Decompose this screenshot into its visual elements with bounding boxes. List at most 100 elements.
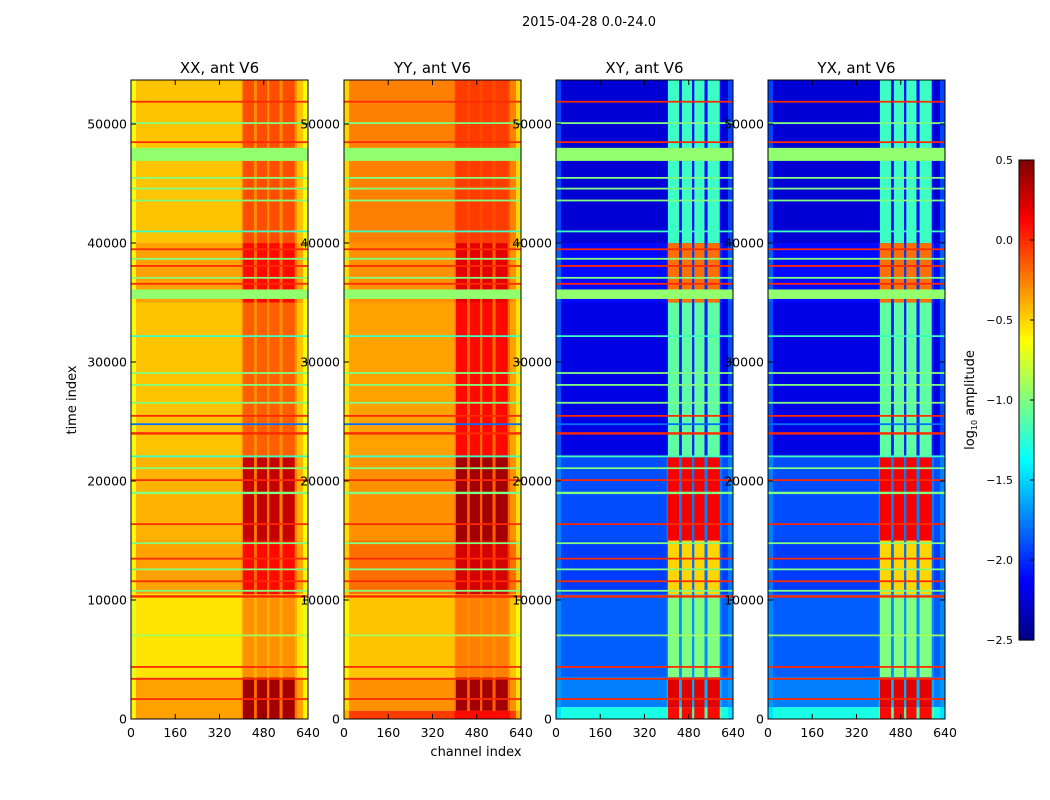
heatmap-rfi-block — [694, 80, 705, 244]
heatmap-rfi-block — [482, 457, 493, 541]
colorbar-tick-label: 0.5 — [996, 154, 1014, 167]
flagged-time-band — [131, 595, 308, 598]
colorbar-segment — [1019, 524, 1034, 529]
flagged-time-band — [768, 230, 945, 233]
flagged-time-band — [556, 187, 733, 190]
flagged-time-band — [556, 595, 733, 598]
y-axis-label: time index — [65, 365, 80, 434]
heatmap-rfi-block — [906, 707, 917, 719]
colorbar-segment — [1019, 284, 1034, 289]
colorbar-segment — [1019, 512, 1034, 517]
colorbar-segment — [1019, 244, 1034, 249]
flagged-time-band — [768, 595, 945, 598]
colorbar-segment — [1019, 180, 1034, 185]
flagged-time-band — [344, 423, 521, 426]
y-tick-label: 20000 — [300, 474, 340, 489]
flagged-time-band — [556, 479, 733, 482]
heatmap-edge-cells — [303, 302, 308, 458]
x-axis-label: channel index — [430, 745, 521, 760]
heatmap-edge-cells — [344, 243, 349, 303]
colorbar-segment — [1019, 184, 1034, 189]
colorbar-segment — [1019, 516, 1034, 521]
flagged-time-band — [556, 557, 733, 560]
y-tick-label: 20000 — [512, 474, 552, 489]
heatmap-edge-cells — [768, 677, 773, 708]
flagged-time-band — [556, 491, 733, 495]
flagged-time-band — [131, 100, 308, 103]
flagged-time-band — [344, 432, 521, 435]
flagged-time-band — [768, 698, 945, 700]
colorbar-segment — [1019, 412, 1034, 417]
flagged-time-band — [768, 282, 945, 285]
flagged-time-band — [131, 265, 308, 267]
heatmap-rfi-block — [694, 302, 705, 458]
flagged-time-band — [556, 265, 733, 267]
colorbar-segment — [1019, 436, 1034, 441]
flagged-time-band — [131, 384, 308, 386]
flagged-time-band — [768, 289, 945, 299]
colorbar-segment — [1019, 532, 1034, 537]
heatmap-edge-cells — [516, 243, 521, 303]
flagged-time-band — [768, 199, 945, 202]
colorbar-segment — [1019, 380, 1034, 385]
x-tick-label: 320 — [208, 725, 232, 740]
heatmap-edge-cells — [940, 302, 945, 458]
colorbar-segment — [1019, 344, 1034, 349]
flagged-time-band — [131, 479, 308, 482]
flagged-time-band — [344, 248, 521, 251]
heatmap-edge-cells — [768, 707, 773, 719]
colorbar-tick-label: −2.0 — [986, 554, 1013, 567]
colorbar-segment — [1019, 456, 1034, 461]
colorbar-segment — [1019, 476, 1034, 481]
colorbar-label: log10 amplitude — [963, 350, 979, 450]
colorbar-segment — [1019, 440, 1034, 445]
heatmap-edge-cells — [131, 80, 136, 244]
x-tick-label: 320 — [845, 725, 869, 740]
y-tick-label: 10000 — [300, 593, 340, 608]
flagged-time-band — [344, 414, 521, 417]
heatmap-rfi-block — [469, 302, 481, 458]
flagged-time-band — [131, 414, 308, 417]
colorbar-tick-label: −0.5 — [986, 314, 1013, 327]
y-tick-label: 40000 — [512, 236, 552, 251]
heatmap-rfi-block — [456, 677, 468, 711]
heatmap-rfi-block — [694, 457, 705, 541]
heatmap-rfi-block — [919, 540, 932, 595]
heatmap-rfi-block — [482, 540, 493, 595]
colorbar-segment — [1019, 364, 1034, 369]
colorbar-segment — [1019, 632, 1034, 637]
panels: XX, ant V6 0 160 320 480 640 0 10000 20000 30000 4… — [87, 59, 957, 740]
flagged-time-band — [344, 147, 521, 161]
flagged-time-band — [768, 467, 945, 470]
flagged-time-band — [768, 589, 945, 592]
colorbar-segment — [1019, 252, 1034, 257]
colorbar-segment — [1019, 448, 1034, 453]
flagged-time-band — [556, 248, 733, 251]
y-tick-label: 10000 — [87, 593, 127, 608]
flagged-time-band — [768, 147, 945, 161]
heatmap-edge-cells — [344, 302, 349, 458]
flagged-time-band — [768, 523, 945, 526]
colorbar-segment — [1019, 220, 1034, 225]
heatmap-rfi-block — [456, 457, 468, 541]
flagged-time-band — [768, 100, 945, 103]
heatmap-rfi-block — [256, 243, 268, 303]
heatmap-edge-cells — [768, 243, 773, 303]
heatmap-section — [768, 707, 945, 719]
heatmap-rfi-block — [681, 540, 693, 595]
heatmap-edge-cells — [303, 540, 308, 595]
flagged-time-band — [344, 372, 521, 374]
heatmap-edge-cells — [131, 457, 136, 541]
flagged-time-band — [768, 401, 945, 404]
colorbar-segment — [1019, 580, 1034, 585]
heatmap-edge-cells — [728, 243, 733, 303]
panel-title: XY, ant V6 — [605, 59, 683, 77]
heatmap-rfi-block — [906, 302, 917, 458]
colorbar-tick-label: −1.5 — [986, 474, 1013, 487]
colorbar-segment — [1019, 488, 1034, 493]
heatmap-rfi-block — [243, 243, 255, 303]
heatmap-edge-cells — [556, 540, 561, 595]
colorbar-segment — [1019, 216, 1034, 221]
flagged-time-band — [131, 589, 308, 592]
panel-3: YX, ant V6 0 160 320 480 640 0 10000 20000 30000 4… — [724, 59, 957, 740]
